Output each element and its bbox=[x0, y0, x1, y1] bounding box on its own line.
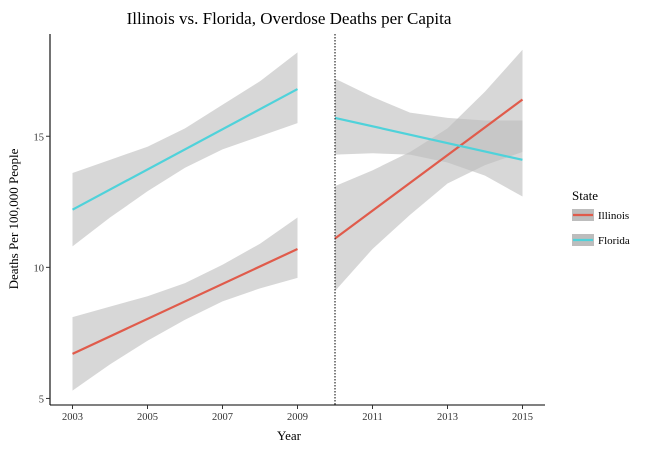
legend-label-illinois: Illinois bbox=[598, 210, 629, 222]
x-tick-label-2009: 2009 bbox=[287, 412, 308, 423]
x-tick-label-2011: 2011 bbox=[362, 412, 383, 423]
legend-title: State bbox=[572, 188, 598, 203]
x-tick-label-2005: 2005 bbox=[137, 412, 158, 423]
x-axis-title: Year bbox=[277, 428, 302, 443]
y-tick-label-5: 5 bbox=[39, 394, 44, 405]
line-illinois-3 bbox=[334, 98, 524, 240]
y-tick-label-15: 15 bbox=[34, 132, 45, 143]
confidence-band-florida-4 bbox=[335, 78, 523, 197]
x-tick-label-2003: 2003 bbox=[62, 412, 83, 423]
y-tick-label-10: 10 bbox=[34, 263, 45, 274]
line-florida-4 bbox=[334, 116, 523, 161]
line-illinois-1 bbox=[72, 247, 298, 355]
confidence-band-illinois-1 bbox=[72, 217, 298, 391]
y-axis-title: Deaths Per 100,000 People bbox=[6, 148, 21, 289]
confidence-bands bbox=[72, 49, 523, 391]
x-tick-label-2015: 2015 bbox=[512, 412, 533, 423]
trend-lines bbox=[71, 88, 524, 355]
y-axis-ticks: 5 10 15 bbox=[34, 132, 50, 405]
chart-title: Illinois vs. Florida, Overdose Deaths pe… bbox=[127, 9, 452, 28]
legend-label-florida: Florida bbox=[598, 235, 630, 247]
legend: State Illinois Florida bbox=[572, 188, 630, 247]
line-florida-2 bbox=[71, 88, 299, 211]
x-tick-label-2013: 2013 bbox=[437, 412, 458, 423]
x-axis-ticks: 2003 2005 2007 2009 2011 2013 2015 bbox=[62, 405, 533, 423]
x-tick-label-2007: 2007 bbox=[212, 412, 233, 423]
